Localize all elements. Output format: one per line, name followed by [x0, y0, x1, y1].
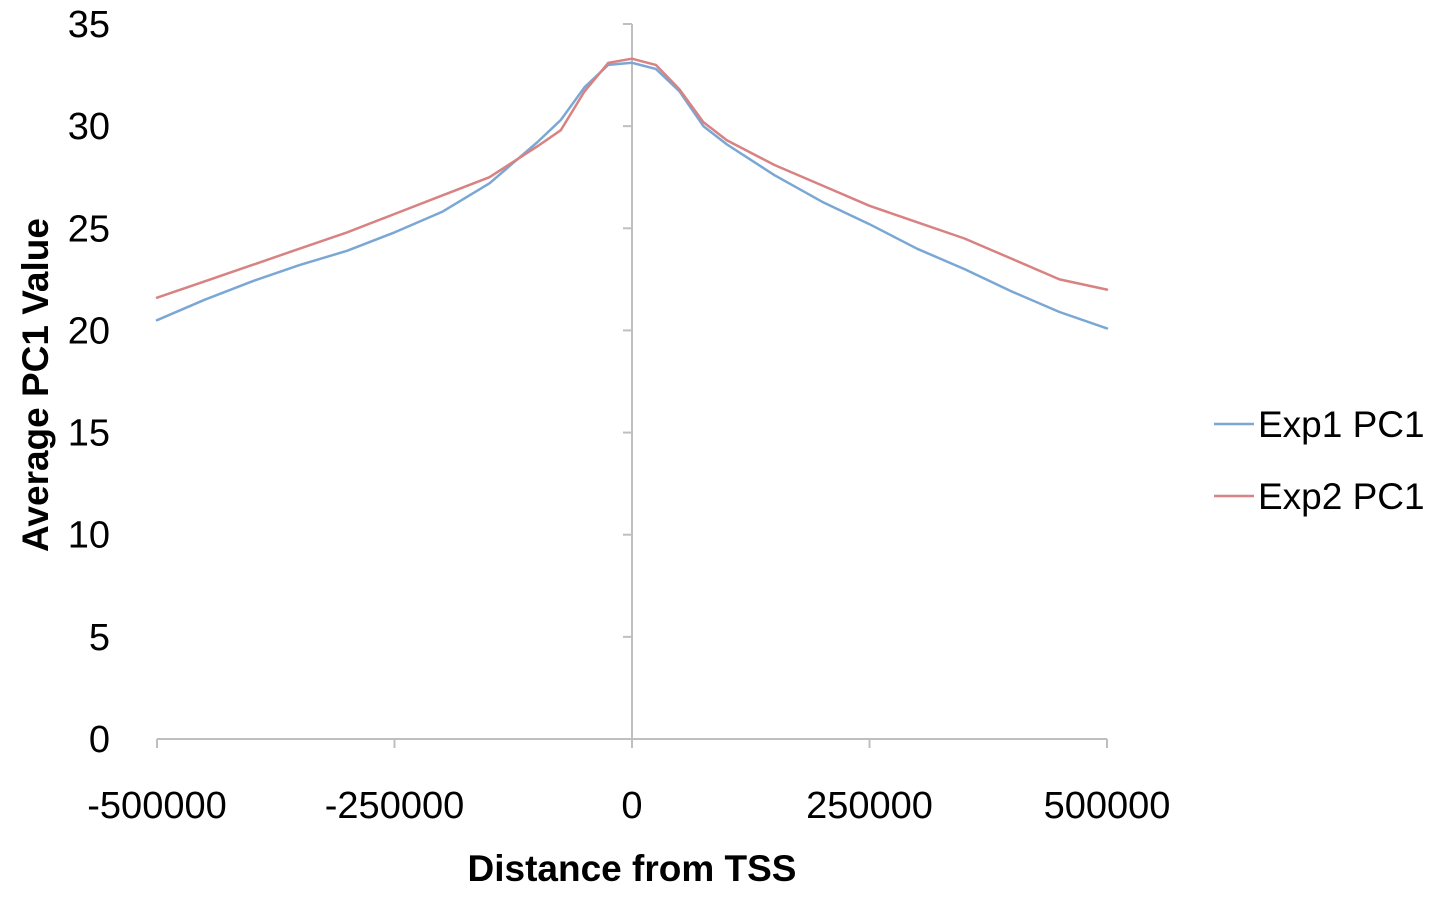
x-tick-label: -500000: [87, 785, 226, 827]
y-tick-label: 30: [68, 106, 110, 148]
y-tick-label: 15: [68, 413, 110, 455]
x-tick-label: -250000: [325, 785, 464, 827]
x-axis-title: Distance from TSS: [468, 848, 797, 889]
y-tick-label: 10: [68, 515, 110, 557]
series-line-1: [155, 61, 1109, 330]
series-lines: [155, 57, 1109, 330]
x-tick-label: 0: [621, 785, 642, 827]
legend-label: Exp1 PC1: [1258, 404, 1425, 445]
x-tick-label: 250000: [806, 785, 933, 827]
y-tick-label: 0: [89, 719, 110, 761]
y-tick-label: 25: [68, 208, 110, 250]
x-tick-labels: -500000 -250000 0 250000 500000: [87, 785, 1170, 827]
y-tick-labels: 0 5 10 15 20 25 30 35: [68, 4, 110, 761]
y-axis-title: Average PC1 Value: [15, 218, 56, 552]
series-line-2: [155, 57, 1109, 299]
legend: Exp1 PC1 Exp2 PC1: [1214, 404, 1425, 517]
y-tick-label: 20: [68, 310, 110, 352]
legend-label: Exp2 PC1: [1258, 476, 1425, 517]
y-tick-label: 35: [68, 4, 110, 46]
x-tick-label: 500000: [1044, 785, 1171, 827]
y-tick-label: 5: [89, 617, 110, 659]
axes: [156, 23, 1108, 748]
